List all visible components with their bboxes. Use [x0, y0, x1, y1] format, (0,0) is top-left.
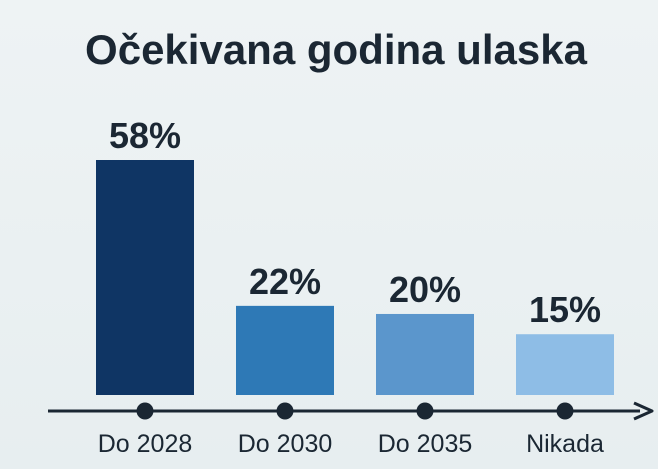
- value-label-3: 15%: [529, 289, 601, 330]
- bar-1: [236, 305, 334, 395]
- x-axis: [48, 401, 654, 421]
- value-label-0: 58%: [109, 115, 181, 156]
- bar-0: [96, 160, 194, 395]
- axis-arrow-icon: [633, 401, 654, 421]
- category-labels-group: Do 2028 Do 2030 Do 2035 Nikada: [98, 430, 604, 458]
- value-labels-group: 58% 22% 20% 15%: [109, 115, 601, 330]
- category-label-2: Do 2035: [378, 430, 473, 458]
- value-label-1: 22%: [249, 261, 321, 302]
- axis-tick-dot-0: [136, 402, 154, 420]
- bar-3: [516, 334, 614, 395]
- category-label-3: Nikada: [526, 430, 604, 458]
- axis-tick-dot-3: [556, 402, 574, 420]
- bar-2: [376, 313, 474, 395]
- category-label-1: Do 2030: [238, 430, 333, 458]
- axis-tick-dot-1: [276, 402, 294, 420]
- chart-title: Očekivana godina ulaska: [85, 26, 588, 73]
- category-label-0: Do 2028: [98, 430, 193, 458]
- value-label-2: 20%: [389, 269, 461, 310]
- axis-tick-dot-2: [416, 402, 434, 420]
- bars-group: [96, 160, 614, 395]
